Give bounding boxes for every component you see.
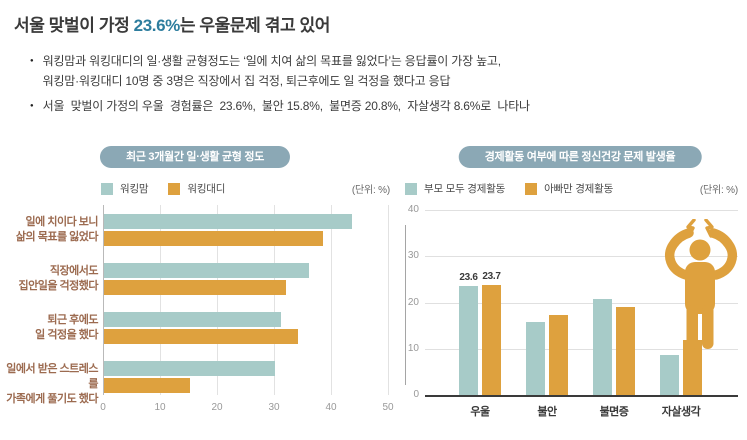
category-label: 불안: [537, 406, 557, 418]
bar-워킹맘: [104, 263, 309, 278]
category-label-line: 퇴근 후에도: [47, 314, 98, 326]
y-tick-label: 30: [407, 250, 419, 261]
legend-swatch-workingmom: [101, 182, 113, 195]
gridline: [274, 205, 275, 395]
title-suffix: 는 우울문제 겪고 있어: [179, 16, 331, 35]
person-arm: [665, 228, 694, 280]
gridline: [103, 205, 104, 395]
panel-divider: [405, 225, 406, 385]
category-label: 불면증: [599, 406, 629, 418]
left-chart-title-pill: 최근 3개월간 일·생활 균형 정도: [99, 146, 291, 168]
category-label: 자살생각: [661, 406, 701, 418]
legend-label-workingmom: 워킹맘: [120, 183, 149, 195]
work-life-balance-chart: [103, 205, 389, 401]
right-chart-legend: 부모 모두 경제활동 아빠만 경제활동 (단위: %): [405, 182, 738, 196]
bullet-text-line: 워킹맘·워킹대디 10명 중 3명은 직장에서 집 걱정, 퇴근후에도 일 걱정…: [42, 74, 451, 88]
bar-아빠만 경제활동: [683, 340, 702, 395]
person-leg: [702, 305, 714, 349]
bar-부모 모두 경제활동: [459, 286, 478, 395]
legend-label-father-only: 아빠만 경제활동: [544, 183, 614, 195]
bar-워킹대디: [104, 231, 323, 246]
right-chart-title-pill: 경제활동 여부에 따른 정신건강 문제 발생율: [458, 146, 702, 168]
gridline: [331, 205, 332, 395]
x-tick-label: 50: [382, 402, 394, 413]
bar-부모 모두 경제활동: [526, 322, 545, 395]
bar-value-label: 23.7: [482, 271, 501, 282]
bar-워킹대디: [104, 280, 286, 295]
category-label-line: 직장에서도: [49, 265, 99, 277]
person-leg: [686, 305, 698, 349]
gridline: [425, 349, 738, 350]
bar-아빠만 경제활동: [549, 315, 568, 395]
gridline: [388, 205, 389, 395]
bar-워킹맘: [104, 312, 281, 327]
legend-label-workingdad: 워킹대디: [187, 183, 226, 195]
x-tick-label: 10: [154, 402, 166, 413]
y-tick-label: 10: [407, 343, 419, 354]
summary-bullets: ● 워킹맘과 워킹대디의 일·생활 균형정도는 ‘일에 치여 삶의 목표를 잃었…: [30, 51, 530, 116]
bar-워킹대디: [104, 329, 298, 344]
category-label-line: 일 걱정을 했다: [35, 329, 98, 341]
x-tick-label: 40: [325, 402, 337, 413]
gridline: [425, 303, 738, 304]
bar-워킹대디: [104, 378, 190, 393]
y-tick-label: 0: [413, 389, 419, 400]
page-title: 서울 맞벌이 가정 23.6%는 우울문제 겪고 있어: [14, 11, 330, 36]
bullet-text-line: 워킹맘과 워킹대디의 일·생활 균형정도는 ‘일에 치여 삶의 목표를 잃었다’…: [42, 54, 501, 68]
person-torso: [685, 262, 715, 314]
gridline: [217, 205, 218, 395]
x-tick-label: 30: [268, 402, 280, 413]
y-tick-label: 40: [407, 204, 419, 215]
category-label-line: 일에서 받은 스트레스를: [6, 363, 98, 390]
unit-label: (단위: %): [699, 185, 738, 196]
bar-아빠만 경제활동: [616, 307, 635, 395]
category-label-line: 삶의 목표를 잃었다: [15, 231, 99, 243]
mental-health-chart: 23.6 23.7: [425, 210, 738, 397]
right-chart-y-axis: 0 10 20 30 40: [395, 204, 419, 400]
bar-value-label: 23.6: [459, 272, 478, 283]
bullet-marker-icon: ●: [30, 103, 34, 109]
bar-워킹맘: [104, 361, 275, 376]
category-label-line: 일에 치이다 보니: [25, 216, 99, 228]
gridline: [425, 256, 738, 257]
bar-부모 모두 경제활동: [660, 355, 679, 395]
category-label-line: 가족에게 풀기도 했다: [6, 393, 98, 405]
person-head: [689, 239, 711, 261]
legend-swatch-both-parents: [405, 182, 417, 195]
title-prefix: 서울 맞벌이 가정: [14, 16, 134, 35]
y-tick-label: 20: [407, 297, 419, 308]
category-label: 우울: [470, 406, 490, 418]
bullet-item: ● 서울 맞벌이 가정의 우울 경험률은 23.6%, 불안 15.8%, 불면…: [30, 96, 530, 116]
legend-swatch-father-only: [525, 182, 538, 195]
person-arm: [708, 228, 737, 280]
legend-swatch-workingdad: [168, 182, 181, 195]
x-tick-label: 0: [100, 402, 106, 413]
bullet-item: ● 워킹맘과 워킹대디의 일·생활 균형정도는 ‘일에 치여 삶의 목표를 잃었…: [30, 51, 530, 91]
title-highlight-value: 23.6%: [133, 16, 181, 35]
legend-label-both-parents: 부모 모두 경제활동: [424, 183, 506, 195]
gridline: [425, 210, 738, 211]
gridline: [160, 205, 161, 395]
stressed-person-icon: [665, 219, 737, 349]
bar-워킹맘: [104, 214, 352, 229]
bar-아빠만 경제활동: [482, 285, 501, 395]
bar-부모 모두 경제활동: [593, 299, 612, 395]
category-label-line: 집안일을 걱정했다: [18, 280, 98, 292]
x-tick-label: 20: [211, 402, 223, 413]
bullet-text-line: 서울 맞벌이 가정의 우울 경험률은 23.6%, 불안 15.8%, 불면증 …: [42, 99, 530, 113]
left-chart-legend: 워킹맘 워킹대디 (단위: %): [101, 182, 390, 196]
bullet-marker-icon: ●: [30, 58, 34, 64]
unit-label: (단위: %): [351, 185, 390, 196]
